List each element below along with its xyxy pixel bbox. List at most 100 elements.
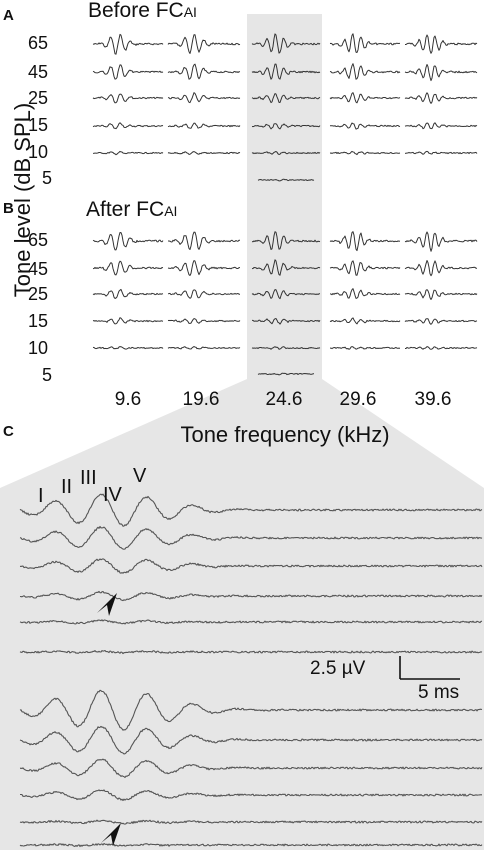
level-label: 10 bbox=[28, 338, 48, 358]
abr-trace bbox=[251, 93, 321, 104]
abr-trace bbox=[92, 33, 164, 55]
level-label: 45 bbox=[28, 259, 48, 279]
abr-trace bbox=[329, 150, 401, 156]
panel-b-title-sub: AI bbox=[164, 203, 177, 219]
arrowhead-icon bbox=[101, 823, 121, 846]
level-label: 15 bbox=[28, 115, 48, 135]
panel-a-letter: A bbox=[3, 7, 14, 24]
abr-trace bbox=[329, 231, 401, 252]
abr-trace bbox=[92, 317, 164, 325]
zoomed-abr-trace bbox=[19, 619, 483, 625]
wave-label-v: V bbox=[133, 465, 147, 487]
abr-trace bbox=[251, 151, 321, 155]
abr-trace bbox=[92, 288, 164, 299]
abr-trace bbox=[251, 123, 321, 130]
level-label: 15 bbox=[28, 311, 48, 331]
abr-trace bbox=[92, 232, 164, 251]
panel-a-traces bbox=[92, 33, 478, 182]
zoomed-abr-trace bbox=[19, 558, 483, 574]
abr-trace bbox=[92, 122, 164, 130]
abr-trace bbox=[330, 346, 401, 350]
level-label: 5 bbox=[42, 365, 52, 385]
frequency-label: 19.6 bbox=[183, 389, 220, 410]
zoomed-abr-trace bbox=[19, 819, 483, 825]
scale-bar-time: 5 ms bbox=[418, 682, 459, 703]
panel-b-title: After FCAI bbox=[86, 198, 177, 221]
abr-trace bbox=[405, 34, 478, 54]
abr-trace bbox=[168, 231, 240, 250]
abr-trace bbox=[329, 122, 401, 130]
zoomed-abr-trace bbox=[20, 789, 482, 802]
abr-trace bbox=[251, 259, 321, 276]
wave-label-i: I bbox=[38, 485, 44, 507]
abr-trace bbox=[167, 92, 241, 104]
abr-trace bbox=[92, 260, 164, 276]
panel-a-title: Before FCAI bbox=[88, 0, 197, 22]
level-label: 65 bbox=[28, 230, 48, 250]
abr-trace bbox=[404, 231, 478, 252]
abr-trace bbox=[167, 346, 241, 350]
abr-trace bbox=[329, 63, 401, 80]
zoomed-abr-trace bbox=[19, 525, 483, 550]
scale-bar-amplitude: 2.5 µV bbox=[310, 658, 366, 679]
abr-trace bbox=[329, 260, 401, 276]
abr-trace bbox=[404, 318, 478, 325]
abr-trace bbox=[167, 289, 240, 299]
zoomed-abr-trace bbox=[19, 590, 483, 602]
panel-a-title-main: Before FC bbox=[88, 0, 184, 22]
level-label: 65 bbox=[28, 33, 48, 53]
zoom-funnel bbox=[0, 379, 484, 850]
level-label: 10 bbox=[28, 142, 48, 162]
abr-trace bbox=[329, 33, 400, 53]
abr-trace bbox=[404, 92, 478, 104]
abr-trace bbox=[251, 289, 321, 300]
frequency-labels: 9.6 19.6 24.6 29.6 39.6 bbox=[115, 389, 452, 410]
level-label: 25 bbox=[28, 88, 48, 108]
abr-trace bbox=[404, 289, 478, 300]
wave-label-iii: III bbox=[80, 467, 97, 489]
abr-trace bbox=[252, 318, 321, 325]
level-label: 25 bbox=[28, 284, 48, 304]
arrowhead-icon bbox=[97, 593, 117, 616]
panel-a-title-sub: AI bbox=[184, 4, 197, 20]
panel-a-levels: 65 45 25 15 10 5 bbox=[28, 33, 52, 188]
abr-trace bbox=[329, 288, 401, 299]
abr-trace bbox=[251, 33, 321, 54]
abr-trace bbox=[329, 317, 401, 325]
zoomed-abr-trace bbox=[19, 725, 483, 755]
frequency-label: 29.6 bbox=[340, 389, 377, 410]
wave-label-ii: II bbox=[61, 476, 72, 498]
abr-trace bbox=[257, 372, 315, 376]
abr-trace bbox=[92, 64, 164, 80]
frequency-label: 24.6 bbox=[266, 389, 303, 410]
frequency-label: 39.6 bbox=[415, 389, 452, 410]
panel-b-traces bbox=[92, 231, 478, 376]
zoomed-abr-trace bbox=[19, 758, 483, 779]
zoomed-abr-trace bbox=[19, 689, 483, 731]
abr-trace bbox=[92, 93, 164, 104]
panel-b-letter: B bbox=[3, 200, 14, 217]
abr-trace bbox=[405, 346, 478, 350]
abr-trace bbox=[329, 92, 401, 104]
panel-c-traces bbox=[19, 493, 483, 848]
level-label: 5 bbox=[42, 168, 52, 188]
abr-trace bbox=[167, 151, 241, 155]
abr-trace bbox=[92, 346, 164, 350]
wave-label-iv: IV bbox=[103, 484, 123, 506]
abr-trace bbox=[167, 122, 241, 129]
zoomed-abr-trace bbox=[19, 493, 483, 527]
zoomed-abr-trace bbox=[19, 649, 483, 655]
panel-c-letter: C bbox=[3, 423, 14, 440]
y-axis-title: Tone level (dB SPL) bbox=[10, 103, 35, 297]
panel-b-title-main: After FC bbox=[86, 198, 164, 221]
abr-trace bbox=[404, 64, 478, 82]
zoomed-abr-trace bbox=[19, 842, 483, 848]
abr-trace bbox=[404, 122, 478, 130]
abr-trace bbox=[167, 318, 241, 324]
abr-trace bbox=[92, 150, 164, 156]
scale-bar: 2.5 µV 5 ms bbox=[310, 656, 460, 703]
abr-trace bbox=[251, 63, 321, 80]
abr-trace bbox=[404, 150, 478, 155]
